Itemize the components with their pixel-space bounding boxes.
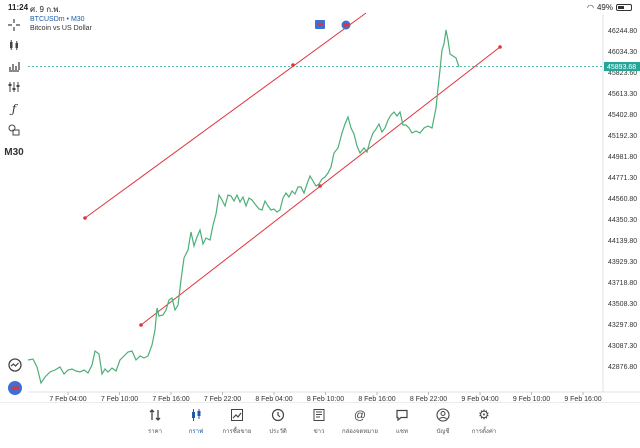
tab-quotes[interactable]: ราคา — [135, 407, 175, 436]
candles-icon — [176, 407, 216, 423]
wifi-icon: ◠ — [587, 3, 594, 12]
one-click-trading-icon[interactable] — [7, 380, 23, 396]
y-tick-label: 44981.80 — [608, 154, 637, 161]
x-tick-label: 9 Feb 04:00 — [461, 396, 498, 402]
trade-icon — [217, 407, 257, 423]
tab-news[interactable]: ข่าว — [299, 407, 339, 436]
chat-icon — [382, 407, 422, 423]
timeframe-button[interactable]: M30 — [4, 146, 24, 158]
crosshair-icon[interactable] — [4, 16, 24, 34]
x-tick-label: 8 Feb 16:00 — [358, 396, 395, 402]
trading-signals-icon[interactable] — [7, 357, 23, 373]
shapes-icon[interactable] — [4, 121, 24, 139]
tab-mailbox-label: กล่องจดหมาย — [341, 429, 379, 435]
tab-account-label: บัญชี — [436, 429, 450, 435]
upper-trendline-point-2[interactable] — [291, 63, 295, 67]
tab-trade[interactable]: การซื้อขาย — [217, 407, 257, 436]
trade-markers[interactable] — [315, 20, 351, 30]
x-tick-label: 7 Feb 22:00 — [204, 396, 241, 402]
x-tick-label: 7 Feb 10:00 — [101, 396, 138, 402]
tab-history[interactable]: ประวัติ — [258, 407, 298, 436]
current-price-label-bg — [604, 62, 640, 71]
tab-news-label: ข่าว — [313, 429, 325, 435]
tab-account[interactable]: บัญชี — [423, 407, 463, 436]
x-axis-ticks: 7 Feb 04:00 7 Feb 10:00 7 Feb 16:00 7 Feb 2… — [49, 392, 602, 402]
lower-trendline-point-2[interactable] — [318, 184, 322, 188]
status-date: ศ. 9 ก.พ. — [30, 5, 61, 14]
status-time: 11:24 — [8, 3, 29, 12]
y-tick-label: 45613.30 — [608, 91, 637, 98]
y-tick-label: 43929.30 — [608, 259, 637, 266]
y-tick-label: 43087.30 — [608, 343, 637, 350]
y-tick-label: 44560.80 — [608, 196, 637, 203]
tab-chart[interactable]: กราฟ — [176, 407, 216, 436]
status-bar: 11:24 ศ. 9 ก.พ. ◠ 49% — [0, 0, 640, 14]
news-icon — [299, 407, 339, 423]
lower-trendline-point-3[interactable] — [498, 45, 502, 49]
y-tick-label: 44139.80 — [608, 238, 637, 245]
quotes-icon — [135, 407, 175, 423]
tab-settings-label: การตั้งค่า — [471, 429, 497, 435]
current-price-label: 45893.68 — [607, 64, 636, 71]
function-icon[interactable]: ƒ — [11, 102, 17, 116]
lower-trendline-point-1[interactable] — [139, 323, 143, 327]
indicators-icon[interactable] — [4, 57, 24, 75]
x-tick-label: 7 Feb 16:00 — [152, 396, 189, 402]
battery-fill — [618, 6, 624, 9]
y-tick-label: 45823.60 — [608, 70, 637, 77]
tab-chat[interactable]: แชท — [382, 407, 422, 436]
x-tick-label: 8 Feb 10:00 — [307, 396, 344, 402]
battery-percent: 49% — [596, 3, 613, 12]
tab-quotes-label: ราคา — [148, 429, 162, 435]
price-chart[interactable]: 46244.80 46034.30 45823.60 45613.30 45402.80… — [0, 0, 640, 402]
y-tick-label: 45402.80 — [608, 112, 637, 119]
close-position-badge — [343, 23, 349, 27]
tab-settings[interactable]: ⚙ การตั้งค่า — [464, 407, 504, 436]
tab-chat-label: แชท — [396, 429, 408, 435]
y-tick-label: 44771.30 — [608, 175, 637, 182]
bottom-tab-bar: ราคา กราฟ การซื้อขาย ประวัติ ข่าว @ กล่อ… — [0, 402, 640, 448]
tab-chart-label: กราฟ — [188, 429, 204, 435]
y-tick-label: 46244.80 — [608, 28, 637, 35]
symbol-description: Bitcoin vs US Dollar — [30, 25, 92, 32]
tab-trade-label: การซื้อขาย — [222, 429, 252, 435]
sell-marker-badge — [317, 23, 323, 26]
y-tick-label: 46034.30 — [608, 49, 637, 56]
settings-icon: ⚙ — [478, 407, 490, 422]
objects-icon[interactable] — [4, 78, 24, 96]
battery-icon — [616, 4, 632, 11]
symbol-title: BTCUSDm • M30 — [30, 16, 85, 23]
tab-mailbox[interactable]: @ กล่องจดหมาย — [340, 407, 380, 436]
y-tick-label: 43508.30 — [608, 301, 637, 308]
y-tick-label: 44350.30 — [608, 217, 637, 224]
x-tick-label: 9 Feb 16:00 — [564, 396, 601, 402]
account-icon — [423, 407, 463, 423]
chart-type-icon[interactable] — [4, 36, 24, 54]
x-tick-label: 9 Feb 10:00 — [513, 396, 550, 402]
y-tick-label: 42876.80 — [608, 364, 637, 371]
y-axis-ticks: 46244.80 46034.30 45823.60 45613.30 45402.80… — [608, 28, 637, 371]
upper-trendline-point-1[interactable] — [83, 216, 87, 220]
y-tick-label: 45192.30 — [608, 133, 637, 140]
price-line — [27, 29, 460, 385]
x-tick-label: 8 Feb 04:00 — [255, 396, 292, 402]
status-right: ◠ 49% — [587, 3, 632, 12]
upper-trendline[interactable] — [84, 12, 367, 219]
chart-header: BTCUSDm • M30 Bitcoin vs US Dollar — [30, 15, 92, 33]
tab-history-label: ประวัติ — [269, 429, 287, 435]
x-tick-label: 7 Feb 04:00 — [49, 396, 86, 402]
x-tick-label: 8 Feb 22:00 — [410, 396, 447, 402]
mail-icon: @ — [353, 408, 367, 422]
y-tick-label: 43718.80 — [608, 280, 637, 287]
y-tick-label: 43297.80 — [608, 322, 637, 329]
history-icon — [258, 407, 298, 423]
